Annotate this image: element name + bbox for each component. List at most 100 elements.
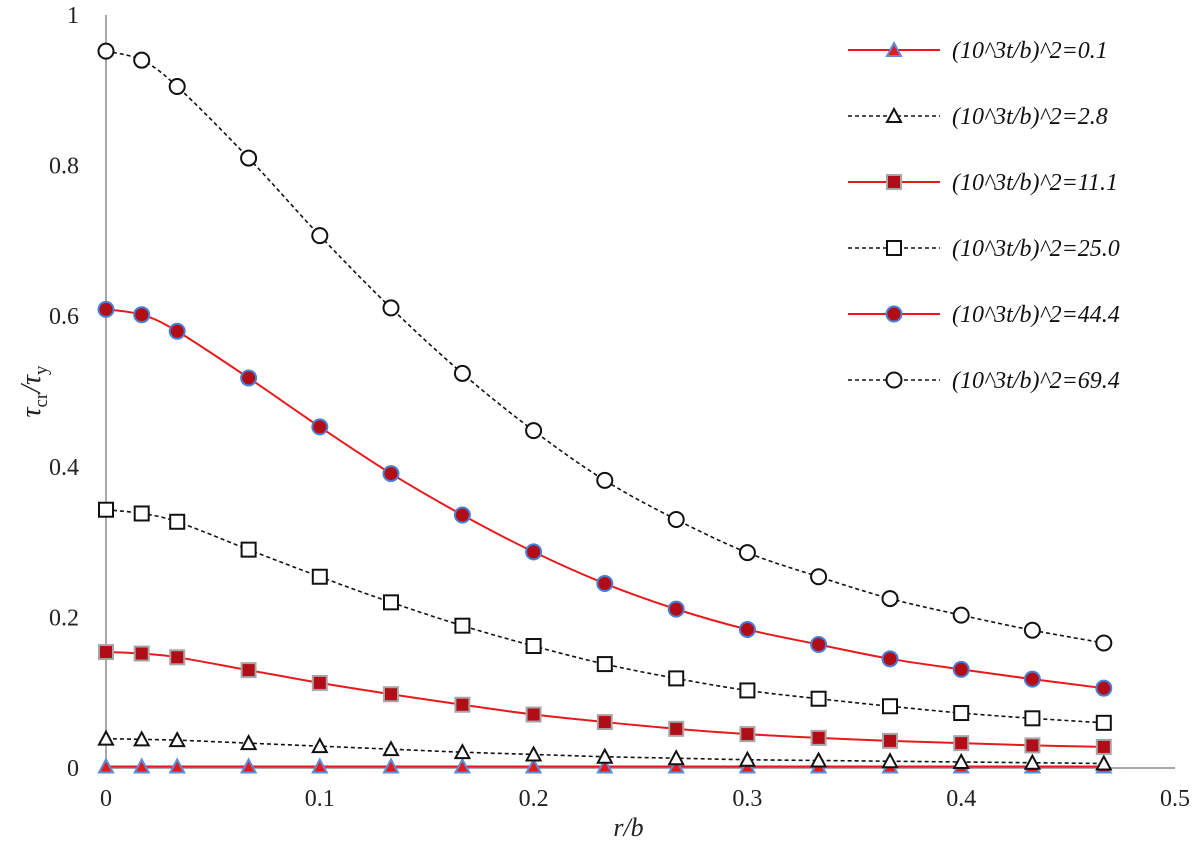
series-line [105,508,1104,724]
data-point [886,240,902,256]
data-point [311,737,329,754]
data-point [133,757,151,774]
data-point [809,751,828,768]
data-point [524,745,543,762]
data-point [885,371,903,389]
data-point [382,299,400,317]
data-point [525,422,543,440]
legend-entry-6: (10^3t/b)^2=69.4 [848,368,1120,394]
axes: 0 0.1 0.2 0.3 0.4 0.5 0 0.2 0.4 0.6 0.8 1 [49,3,1190,812]
data-point [952,606,970,624]
data-point [881,752,899,769]
data-point [667,749,685,766]
data-point [739,726,756,743]
data-point [525,638,542,655]
data-point [596,714,613,731]
data-point [810,729,827,746]
legend-entry-3: (10^3t/b)^2=11.1 [848,170,1118,196]
data-point [97,729,115,746]
data-point [885,106,903,123]
data-point [311,418,329,436]
data-point [311,227,329,245]
data-point [1023,621,1041,639]
data-point [239,734,258,751]
data-point [596,747,614,764]
data-point [810,690,827,707]
data-point [240,662,257,679]
data-point [133,505,150,522]
data-point [810,568,828,586]
data-point [133,306,151,324]
data-point [169,513,186,530]
y-tick-label: 0.4 [49,455,79,481]
data-point [311,674,328,691]
data-point [168,757,186,774]
data-point [668,670,685,687]
data-point [1095,634,1113,652]
data-point [1023,753,1042,770]
series-layer [97,42,1113,774]
data-point [738,750,757,767]
y-axis-label: τcr/τy [16,365,52,418]
data-point [739,682,756,699]
legend-entry-4: (10^3t/b)^2=25.0 [848,236,1120,262]
legend-entry-5: (10^3t/b)^2=44.4 [848,302,1120,328]
series-line [105,737,1104,765]
legend-label: (10^3t/b)^2=25.0 [952,236,1120,262]
data-point [1095,738,1112,755]
series-4 [98,501,1112,731]
data-point [1024,710,1041,727]
data-point [885,40,903,57]
series-3 [98,644,1112,755]
y-label-tau-y: /τ [16,374,47,395]
x-axis-label: r/b [613,813,643,842]
data-point [454,696,471,713]
data-point [525,706,542,723]
series-5 [97,300,1113,697]
data-point [168,78,186,96]
data-point [882,732,899,749]
data-point [885,305,903,323]
y-tick-label: 0.8 [49,154,79,180]
y-tick-label: 0.2 [49,605,79,631]
legend-label: (10^3t/b)^2=44.4 [952,302,1120,328]
data-point [311,568,328,585]
data-point [97,42,115,60]
data-point [668,720,685,737]
data-point [953,705,970,722]
data-point [667,757,685,774]
data-point [311,757,329,774]
data-point [98,644,114,661]
data-point [1095,754,1113,771]
series-2 [97,729,1113,771]
data-point [882,698,899,715]
data-point [168,322,186,340]
series-line [105,308,1104,690]
series-6 [97,42,1113,652]
data-point [596,656,613,673]
data-point [239,757,258,774]
data-point [98,501,114,518]
data-point [168,731,186,748]
data-point [952,752,970,769]
data-point [240,541,257,558]
y-tick-label: 1 [67,3,79,29]
data-point [97,300,115,318]
x-tick-label: 0.3 [732,786,762,812]
legend-label: (10^3t/b)^2=0.1 [952,38,1108,64]
data-point [953,735,970,752]
x-tick-label: 0.4 [946,786,976,812]
data-point [667,511,685,529]
data-point [453,506,471,524]
series-line [105,651,1104,748]
data-point [596,471,614,489]
data-point [169,649,186,666]
data-point [738,544,756,562]
data-point [133,730,151,747]
data-point [952,660,970,678]
data-point [810,636,828,654]
y-tick-label: 0 [67,756,79,782]
data-point [881,650,899,668]
data-point [886,174,902,190]
